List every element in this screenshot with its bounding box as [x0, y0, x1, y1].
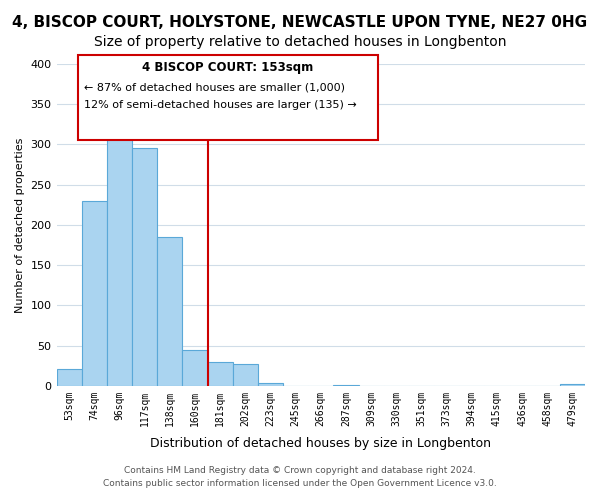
Bar: [182, 350, 208, 386]
Bar: [258, 384, 283, 386]
Bar: [132, 148, 157, 386]
Bar: [233, 364, 258, 386]
Bar: [560, 384, 585, 386]
Text: Contains HM Land Registry data © Crown copyright and database right 2024.
Contai: Contains HM Land Registry data © Crown c…: [103, 466, 497, 487]
Bar: [82, 201, 107, 386]
Text: Size of property relative to detached houses in Longbenton: Size of property relative to detached ho…: [94, 35, 506, 49]
X-axis label: Distribution of detached houses by size in Longbenton: Distribution of detached houses by size …: [150, 437, 491, 450]
Bar: [56, 369, 82, 386]
Text: 4, BISCOP COURT, HOLYSTONE, NEWCASTLE UPON TYNE, NE27 0HG: 4, BISCOP COURT, HOLYSTONE, NEWCASTLE UP…: [13, 15, 587, 30]
Text: 12% of semi-detached houses are larger (135) →: 12% of semi-detached houses are larger (…: [84, 100, 357, 110]
Bar: [157, 237, 182, 386]
Text: 4 BISCOP COURT: 153sqm: 4 BISCOP COURT: 153sqm: [142, 61, 314, 74]
Y-axis label: Number of detached properties: Number of detached properties: [15, 137, 25, 312]
Bar: [334, 385, 359, 386]
Bar: [208, 362, 233, 386]
Text: ← 87% of detached houses are smaller (1,000): ← 87% of detached houses are smaller (1,…: [84, 82, 345, 92]
Bar: [107, 132, 132, 386]
